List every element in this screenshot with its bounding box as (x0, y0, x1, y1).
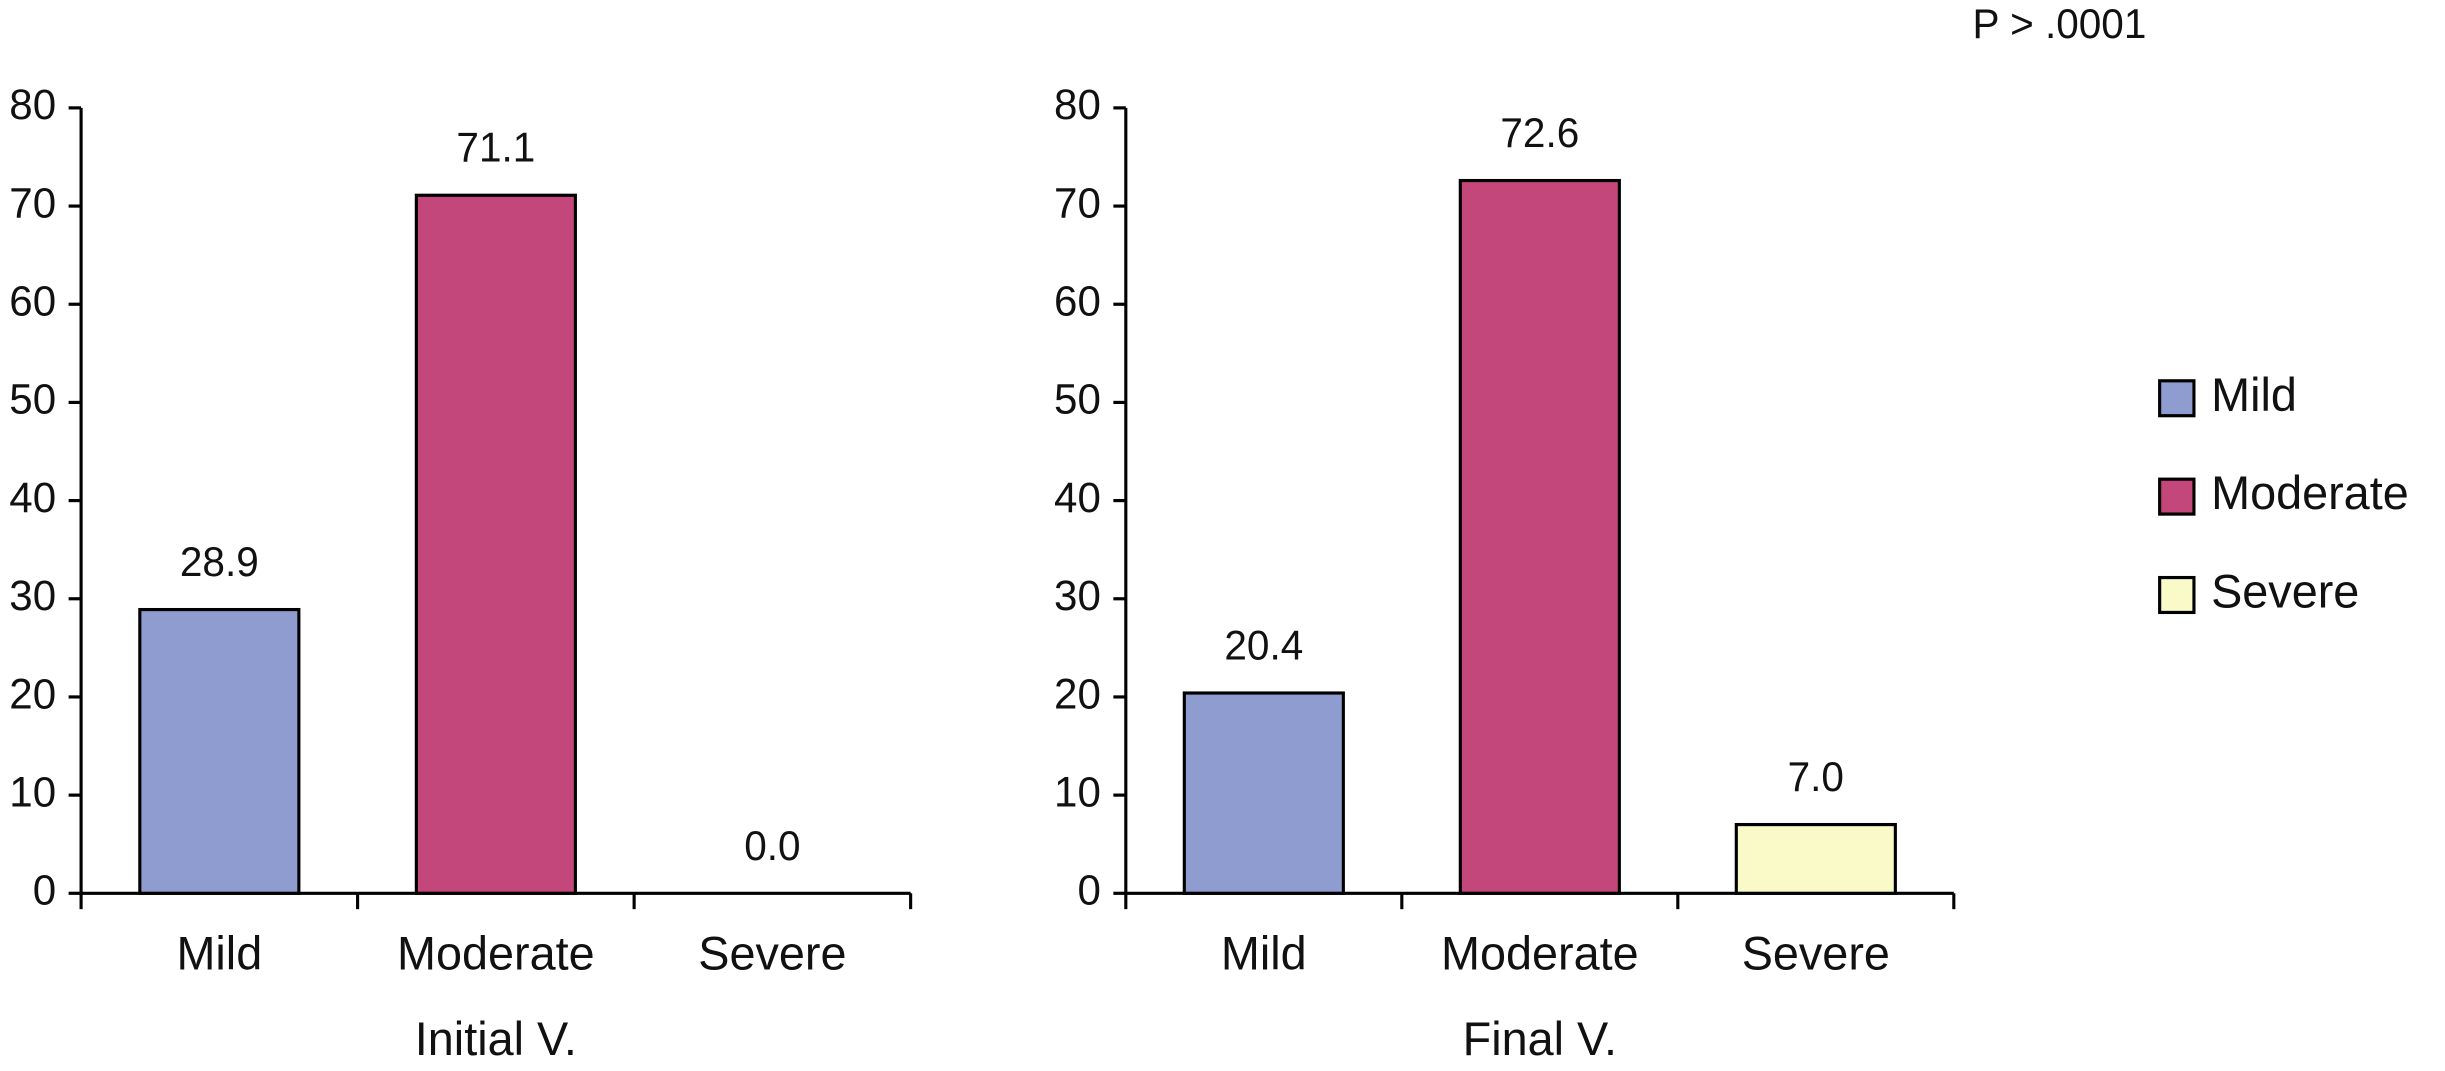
value-label: 71.1 (456, 124, 535, 170)
y-tick-label: 0 (33, 866, 56, 913)
legend-swatch (2158, 379, 2196, 418)
x-tick-label: Moderate (397, 927, 595, 980)
bar (1734, 822, 1897, 895)
y-tick-label: 80 (9, 81, 56, 128)
legend-swatch (2158, 575, 2196, 615)
y-tick-label: 10 (9, 768, 56, 815)
legend-label: Severe (2211, 565, 2359, 618)
annotation: P > .0001 (1973, 1, 2147, 47)
y-tick-label: 10 (1054, 768, 1101, 815)
x-axis-label: Initial V. (415, 1013, 577, 1066)
y-tick-label: 50 (9, 375, 56, 422)
legend-label: Mild (2211, 368, 2297, 421)
x-tick-label: Severe (698, 927, 846, 980)
x-tick-label: Moderate (1441, 927, 1639, 980)
y-tick-label: 40 (1054, 474, 1101, 521)
bar (1458, 178, 1621, 895)
y-tick-label: 30 (9, 572, 56, 619)
y-tick-label: 40 (9, 474, 56, 521)
value-label: 0.0 (744, 822, 800, 868)
bar (414, 193, 577, 895)
legend-swatch (2158, 477, 2196, 516)
y-tick-label: 20 (1054, 670, 1101, 717)
bar (1182, 691, 1345, 895)
x-tick-label: Mild (1221, 927, 1307, 980)
y-tick-label: 60 (1054, 277, 1101, 324)
value-label: 72.6 (1500, 110, 1579, 156)
x-axis-label: Final V. (1463, 1013, 1617, 1066)
bar (138, 607, 301, 895)
value-label: 7.0 (1788, 754, 1844, 800)
y-tick-label: 50 (1054, 375, 1101, 422)
y-tick-label: 70 (9, 179, 56, 226)
y-tick-label: 80 (1054, 81, 1101, 128)
x-tick-label: Mild (176, 927, 262, 980)
y-tick-label: 0 (1077, 866, 1100, 913)
y-tick-label: 60 (9, 277, 56, 324)
value-label: 28.9 (180, 539, 259, 585)
x-tick-label: Severe (1742, 927, 1890, 980)
y-tick-label: 70 (1054, 179, 1101, 226)
y-tick-label: 20 (9, 670, 56, 717)
y-tick-label: 30 (1054, 572, 1101, 619)
value-label: 20.4 (1224, 622, 1303, 668)
legend-label: Moderate (2211, 467, 2409, 520)
